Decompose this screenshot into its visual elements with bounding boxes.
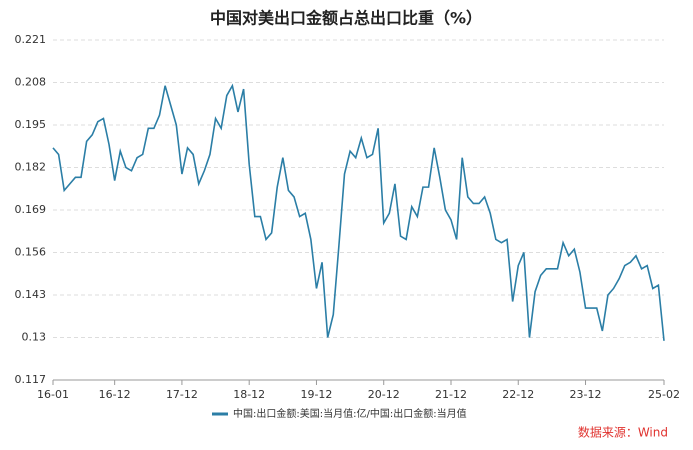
chart-title: 中国对美出口金额占总出口比重（%）	[210, 9, 482, 28]
x-tick-label: 22-12	[502, 388, 534, 401]
y-tick-label: 0.156	[15, 246, 47, 259]
y-tick-label: 0.195	[15, 118, 47, 131]
y-tick-label: 0.182	[15, 161, 47, 174]
y-tick-label: 0.117	[15, 373, 47, 386]
x-tick-label: 20-12	[368, 388, 400, 401]
y-tick-label: 0.13	[22, 331, 47, 344]
y-tick-label: 0.143	[15, 288, 47, 301]
x-tick-label: 25-02	[648, 388, 680, 401]
y-tick-label: 0.221	[15, 33, 47, 46]
legend-label: 中国:出口金额:美国:当月值:亿/中国:出口金额:当月值	[233, 407, 467, 420]
source: 数据来源：Wind	[578, 425, 668, 440]
y-tick-label: 0.208	[15, 76, 47, 89]
x-tick-label: 19-12	[300, 388, 332, 401]
series-line	[52, 83, 665, 341]
x-tick-label: 23-12	[570, 388, 602, 401]
x-tick-label: 18-12	[233, 388, 265, 401]
x-tick-label: 17-12	[166, 388, 198, 401]
y-tick-label: 0.169	[15, 203, 47, 216]
x-tick-label: 16-01	[37, 388, 69, 401]
x-tick-label: 21-12	[435, 388, 467, 401]
x-tick-label: 16-12	[99, 388, 131, 401]
